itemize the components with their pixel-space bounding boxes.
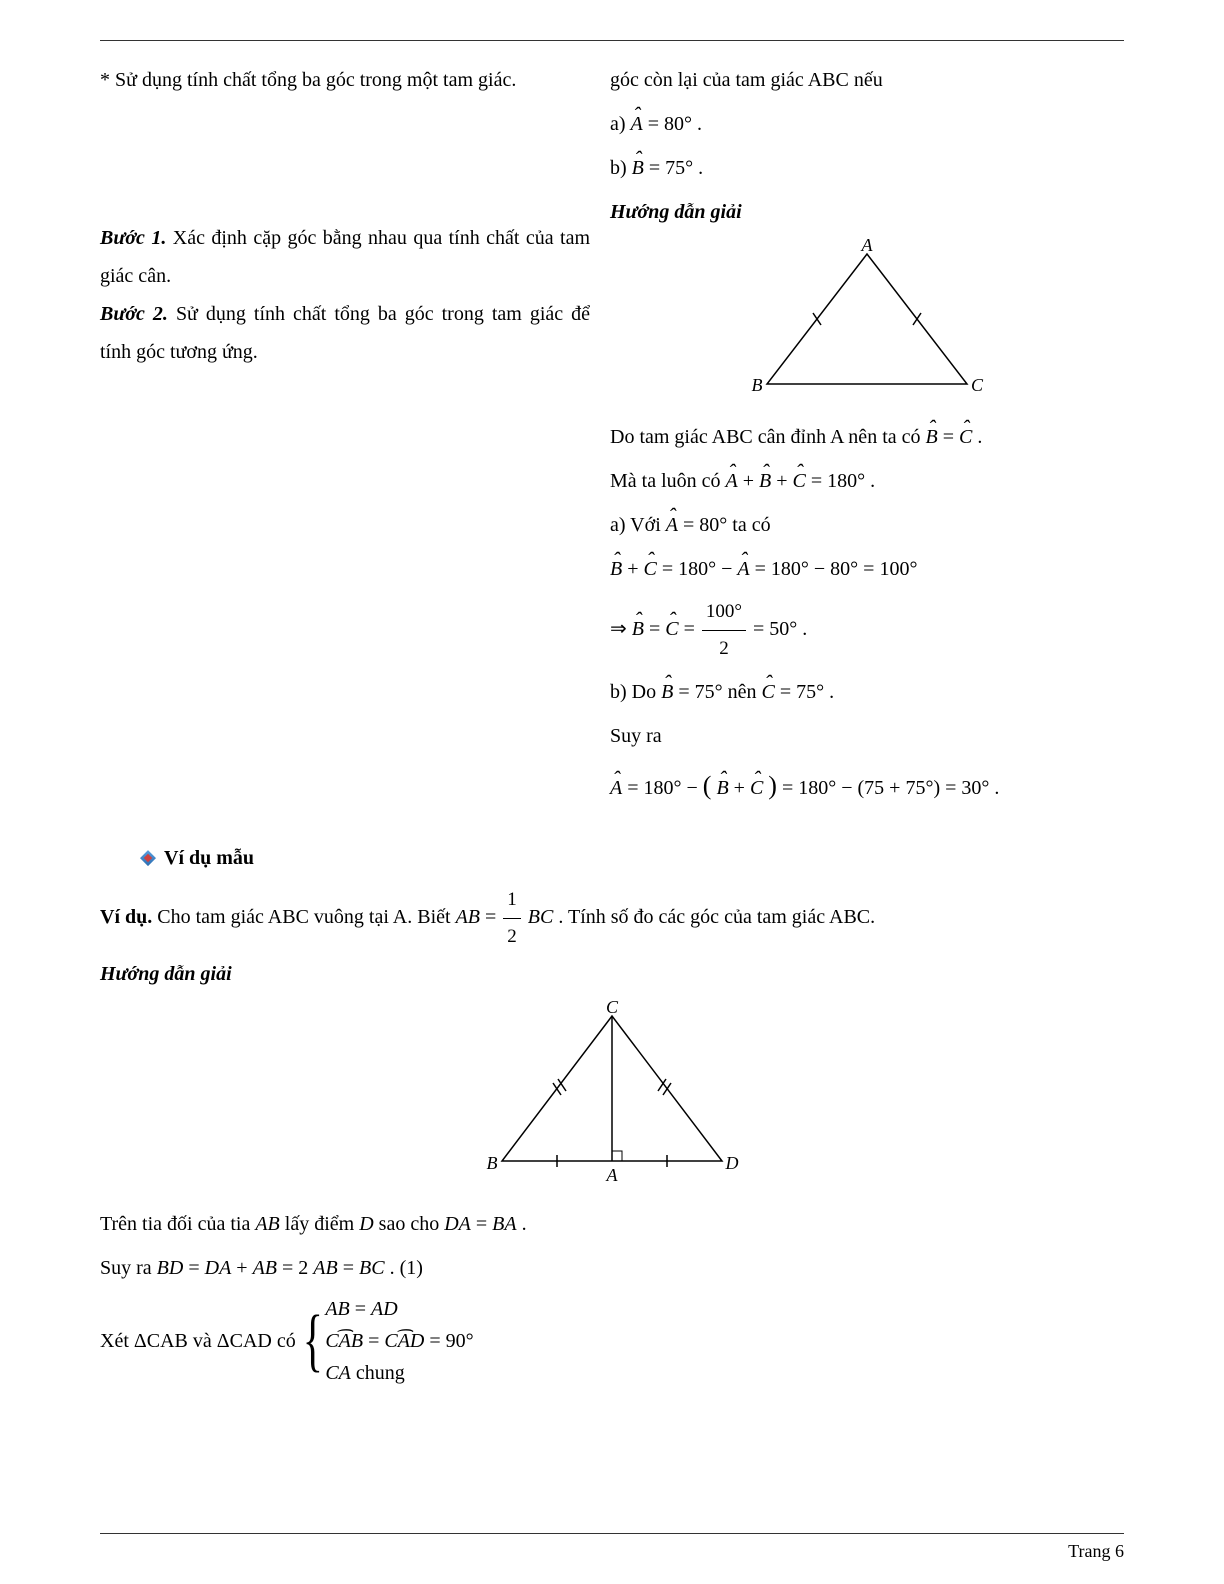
left-intro: * Sử dụng tính chất tổng ba góc trong mộ… xyxy=(100,61,590,99)
rule-top xyxy=(100,40,1124,41)
guide-2: Hướng dẫn giải xyxy=(100,955,1124,993)
brace-line-3: CA chung xyxy=(325,1357,473,1389)
ex-p3: Xét ΔCAB và ΔCAD có { AB = AD CAB = CAD … xyxy=(100,1293,1124,1389)
sol-line-3: a) Với A = 80° ta có xyxy=(610,506,1124,544)
brace-left-icon: { xyxy=(302,1306,322,1376)
right-column: góc còn lại của tam giác ABC nếu a) A = … xyxy=(610,61,1124,817)
right-intro: góc còn lại của tam giác ABC nếu xyxy=(610,61,1124,99)
svg-text:C: C xyxy=(971,375,984,395)
step-1: Bước 1. Xác định cặp góc bằng nhau qua t… xyxy=(100,219,590,295)
svg-text:C: C xyxy=(606,1001,619,1017)
sol-line-8: A = 180° − ( B + C ) = 180° − (75 + 75°)… xyxy=(610,761,1124,810)
line-b: b) B = 75° . xyxy=(610,149,1124,187)
triangle-figure-1: A B C xyxy=(610,239,1124,404)
frac-half: 1 2 xyxy=(503,882,521,955)
sol-line-5: ⇒ B = C = 100° 2 = 50° . xyxy=(610,594,1124,667)
sol-line-6: b) Do B = 75° nên C = 75° . xyxy=(610,673,1124,711)
guide-1: Hướng dẫn giải xyxy=(610,193,1124,231)
example-statement: Ví dụ. Cho tam giác ABC vuông tại A. Biế… xyxy=(100,882,1124,955)
step2-label: Bước 2. xyxy=(100,303,168,325)
ex-p2: Suy ra BD = DA + AB = 2 AB = BC . (1) xyxy=(100,1249,1124,1287)
svg-text:B: B xyxy=(752,375,763,395)
example-header: Ví dụ mẫu xyxy=(140,847,1124,870)
bullet-arrow-icon xyxy=(140,850,156,866)
brace-system: { AB = AD CAB = CAD = 90° CA xyxy=(296,1293,474,1389)
left-column: * Sử dụng tính chất tổng ba góc trong mộ… xyxy=(100,61,590,817)
step1-text: Xác định cặp góc bằng nhau qua tính chất… xyxy=(100,227,590,287)
triangle-2-svg: C B A D xyxy=(462,1001,762,1191)
ex-p1: Trên tia đối của tia AB lấy điểm D sao c… xyxy=(100,1205,1124,1243)
triangle-figure-2: C B A D xyxy=(100,1001,1124,1191)
two-column-layout: * Sử dụng tính chất tổng ba góc trong mộ… xyxy=(100,61,1124,817)
page-number: Trang 6 xyxy=(1068,1541,1124,1562)
triangle-1-svg: A B C xyxy=(737,239,997,404)
brace-line-2: CAB = CAD = 90° xyxy=(325,1325,473,1357)
sol-line-1: Do tam giác ABC cân đỉnh A nên ta có B =… xyxy=(610,418,1124,456)
step-2: Bước 2. Sử dụng tính chất tổng ba góc tr… xyxy=(100,295,590,371)
svg-text:B: B xyxy=(487,1153,498,1173)
step1-label: Bước 1. xyxy=(100,227,166,249)
sol-line-7: Suy ra xyxy=(610,717,1124,755)
example-body: Ví dụ. Cho tam giác ABC vuông tại A. Biế… xyxy=(100,882,1124,1389)
rule-bottom xyxy=(100,1533,1124,1534)
line-a: a) A = 80° . xyxy=(610,105,1124,143)
sol-line-4: B + C = 180° − A = 180° − 80° = 100° xyxy=(610,550,1124,588)
step2-text: Sử dụng tính chất tổng ba góc trong tam … xyxy=(100,303,590,363)
svg-text:A: A xyxy=(606,1165,619,1185)
sol-line-2: Mà ta luôn có A + B + C = 180° . xyxy=(610,462,1124,500)
frac-100-2: 100° 2 xyxy=(702,594,746,667)
svg-text:A: A xyxy=(861,239,874,255)
svg-text:D: D xyxy=(725,1153,739,1173)
